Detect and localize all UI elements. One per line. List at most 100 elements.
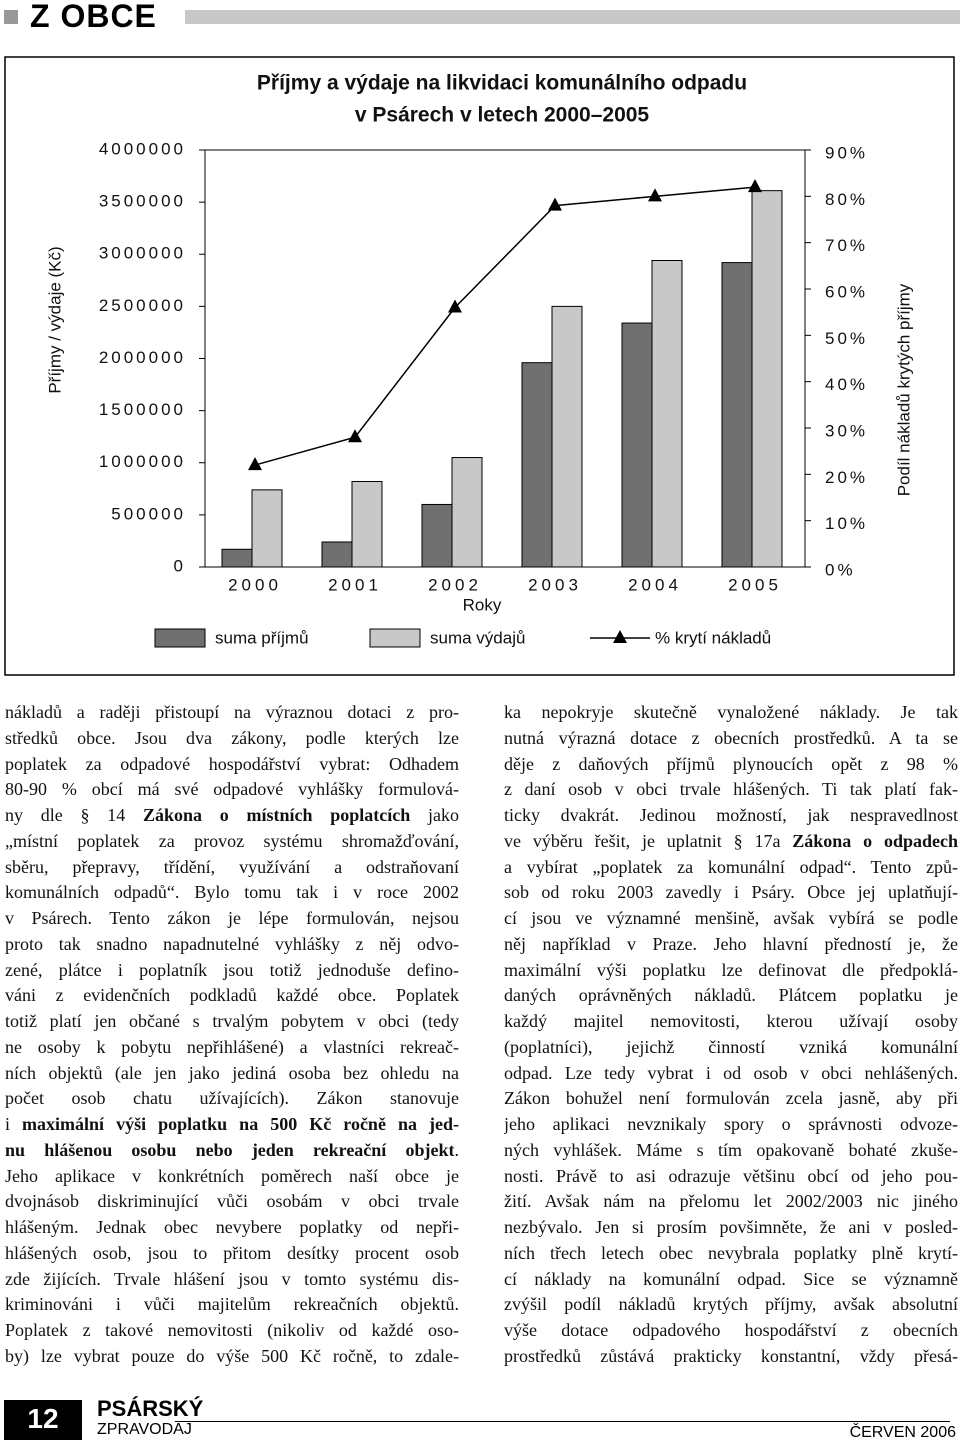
text-line: maximální výši poplatku lze definovat dl…	[504, 959, 958, 980]
text-line: hlášeným. Jednak obec nevybere poplatky …	[5, 1217, 459, 1237]
y-tick-label: 3000000	[99, 244, 186, 263]
y2-tick-label: 90%	[825, 143, 868, 162]
text-line: proto tak snadno napadnutelné vyhlášky z…	[5, 933, 459, 954]
text-line: daných oprávněných nákladů. Plátcem popl…	[504, 985, 958, 1006]
text-line: Jeho aplikace v konkrétních poměrech naš…	[5, 1165, 459, 1186]
text-line: komunálních odpadů“. Bylo tomu tak i v r…	[5, 882, 459, 903]
chart: Příjmy a výdaje na likvidaci komunálního…	[4, 56, 955, 676]
text-line: v Psárech. Tento zákon je lépe formulová…	[5, 908, 459, 928]
text-line: sob od roku 2003 zavedly i Psáry. Obce j…	[504, 882, 958, 903]
text-line: „místní poplatek za provoz systému shrom…	[5, 830, 459, 851]
x-tick-label: 2000	[228, 575, 282, 594]
text-line: zvýšil podíl nákladů krytých příjmy, avš…	[504, 1294, 958, 1315]
bar	[621, 322, 653, 568]
marker	[748, 179, 762, 193]
bar	[251, 489, 283, 568]
marker	[648, 188, 662, 202]
bar	[521, 362, 553, 568]
text-line: něj například v Praze. Jeho hlavní předn…	[504, 933, 958, 954]
bar	[451, 457, 483, 568]
text-line: a vybírat „poplatek za komunální odpad“.…	[504, 856, 958, 877]
legend-swatch	[613, 630, 627, 643]
text-line: dvojnásob diskriminující vůči osobám v o…	[5, 1191, 459, 1212]
y-tick-label: 1000000	[99, 452, 186, 471]
text-line: i maximální výši poplatku na 500 Kč ročn…	[5, 1112, 459, 1138]
x-axis-label: Roky	[463, 595, 502, 614]
y2-tick-label: 70%	[825, 236, 868, 255]
bar	[421, 503, 453, 568]
y2-tick-label: 50%	[825, 329, 868, 348]
y2-tick-label: 40%	[825, 375, 868, 394]
text-line: totiž platí jen občané s trvalým pobytem…	[5, 1011, 459, 1031]
text-line: každý majitel nemovitosti, kterou užívaj…	[504, 1011, 958, 1031]
y-axis-label: Příjmy / výdaje (Kč)	[45, 246, 64, 393]
text-line: prostředků zůstává prakticky konstantní,…	[504, 1345, 958, 1366]
legend-label: suma výdajů	[430, 628, 525, 647]
bar	[351, 481, 383, 568]
y2-tick-label: 30%	[825, 421, 868, 440]
y-tick-label: 2000000	[99, 348, 186, 367]
magazine-subname: ZPRAVODAJ	[97, 1421, 192, 1438]
marker	[348, 429, 362, 443]
legend-label: % krytí nákladů	[655, 628, 771, 647]
text-line: by) lze vybrat pouze do výše 500 Kč ročn…	[5, 1345, 459, 1366]
text-line: (poplatníci), jejichž činností vzniká ko…	[504, 1036, 958, 1057]
text-run: ny dle § 14	[5, 805, 143, 825]
bar	[551, 305, 583, 568]
text-line: nezbývalo. Jen si prosím povšimněte, že …	[504, 1217, 958, 1237]
y2-axis-label: Podíl nákladů krytých příjmy	[894, 283, 913, 496]
text-run: ve výběru řešit, je uplatnit § 17a	[504, 830, 793, 851]
text-line: zde žijících. Trvale hlášení jsou v tomt…	[5, 1268, 459, 1289]
text-line: Zákon bohužel není formulován zcela jasn…	[504, 1088, 958, 1109]
section-title: Z OBCE	[30, 0, 157, 34]
x-tick-label: 2005	[728, 575, 782, 594]
text-line: Poplatek z takové nemovitosti (nikoliv o…	[5, 1320, 459, 1340]
header-band	[185, 10, 960, 24]
bar	[751, 190, 783, 568]
bar	[721, 262, 753, 568]
text-line: poplatek za odpadové hospodářství vybrat…	[5, 753, 459, 774]
bold-run: Zákona o odpadech	[792, 830, 958, 851]
text-line: ných vyhlášek. Máme s tím opakovaně boha…	[504, 1139, 958, 1160]
bar	[221, 548, 253, 568]
bold-run: nu hlášenou osobu nebo jeden rekreační o…	[5, 1139, 455, 1160]
text-line: kriminováni i vůči majitelům rekreačních…	[5, 1294, 459, 1315]
page-number-box	[4, 1400, 82, 1440]
text-line: váni z evidenčních podkladů každé obce. …	[5, 985, 459, 1006]
text-line: ticky dvakrát. Jedinou možností, jak nes…	[504, 805, 958, 825]
chart-title: v Psárech v letech 2000–2005	[355, 104, 650, 127]
footer-rule	[175, 1421, 950, 1422]
column: ka nepokryje skutečně vynaložené náklady…	[504, 700, 958, 1370]
text-line: 80-90 % obcí má své odpadové vyhlášky fo…	[5, 779, 459, 800]
text-line: ních třech letech obec nevybrala poplatk…	[504, 1242, 958, 1263]
legend-swatch	[154, 628, 206, 648]
text-run: i	[5, 1114, 23, 1134]
x-tick-label: 2004	[628, 575, 682, 594]
issue-date: ČERVEN 2006	[849, 1424, 956, 1441]
text-line: nutná výrazná dotace z obecních prostřed…	[504, 727, 958, 748]
y-tick-label: 1500000	[99, 400, 186, 419]
text-line: ne osoby k pobytu nepřihlášené) a vlastn…	[5, 1036, 459, 1057]
text-line: nosti. Právě to asi odrazuje většinu obc…	[504, 1165, 958, 1186]
text-line: z daní osob v obci trvale hlášených. Ti …	[504, 779, 958, 800]
text-line: odpad. Lze tedy vybrat i od osob v obci …	[504, 1062, 958, 1083]
y-tick-label: 3500000	[99, 192, 186, 211]
column: nákladů a raději přistoupí na výraznou d…	[5, 700, 459, 1370]
marker	[448, 299, 462, 313]
text-line: ve výběru řešit, je uplatnit § 17a Zákon…	[504, 829, 958, 855]
text-line: zené, plátce i poplatník jsou totiž jedn…	[5, 959, 459, 980]
y-tick-label: 500000	[111, 504, 186, 523]
text-line: výše dotace odpadového hospodářství z ob…	[504, 1320, 958, 1340]
x-tick-label: 2003	[528, 575, 582, 594]
legend-swatch	[369, 628, 421, 648]
marker	[248, 457, 262, 471]
chart-title: Příjmy a výdaje na likvidaci komunálního…	[257, 72, 747, 95]
text-line: jeho aplikaci nevznikaly spory o správno…	[504, 1114, 958, 1134]
x-tick-label: 2001	[328, 575, 382, 594]
footer: 12 PSÁRSKÝ ZPRAVODAJ ČERVEN 2006	[0, 1395, 960, 1443]
text-line: nákladů a raději přistoupí na výraznou d…	[5, 702, 459, 722]
text-run: .	[454, 1139, 460, 1160]
y2-tick-label: 80%	[825, 190, 868, 209]
legend-label: suma příjmů	[215, 628, 309, 647]
chart-frame	[4, 56, 955, 676]
